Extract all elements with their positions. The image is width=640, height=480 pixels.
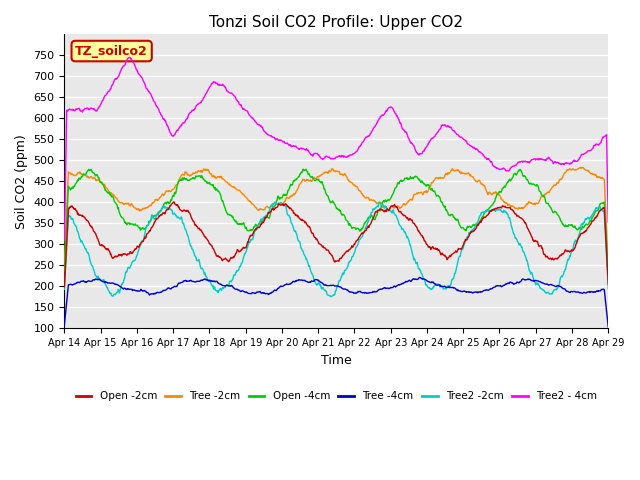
Title: Tonzi Soil CO2 Profile: Upper CO2: Tonzi Soil CO2 Profile: Upper CO2 bbox=[209, 15, 463, 30]
Text: TZ_soilco2: TZ_soilco2 bbox=[76, 45, 148, 58]
X-axis label: Time: Time bbox=[321, 354, 352, 367]
Legend: Open -2cm, Tree -2cm, Open -4cm, Tree -4cm, Tree2 -2cm, Tree2 - 4cm: Open -2cm, Tree -2cm, Open -4cm, Tree -4… bbox=[72, 387, 601, 406]
Y-axis label: Soil CO2 (ppm): Soil CO2 (ppm) bbox=[15, 134, 28, 228]
